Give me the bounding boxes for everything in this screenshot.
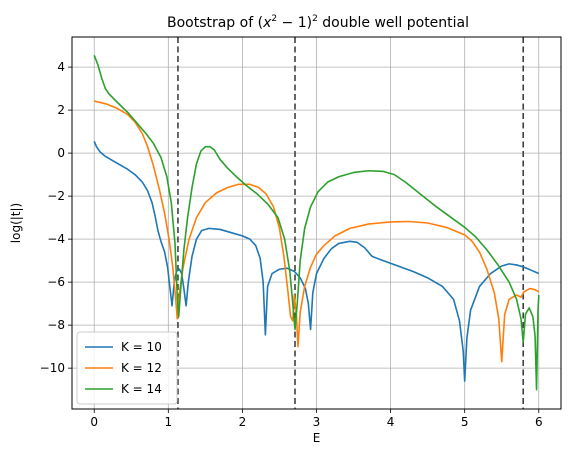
grid — [72, 37, 561, 409]
x-tick-label: 3 — [313, 415, 321, 429]
y-tick-label: 2 — [57, 103, 65, 117]
chart-title: Bootstrap of (x2 − 1)2 double well poten… — [167, 14, 469, 31]
x-tick-label: 1 — [164, 415, 172, 429]
axis-ticks: 0 1 2 3 4 5 6 4 2 0 −2 −4 −6 −8 −10 — [40, 60, 543, 429]
series-line-k-14 — [93, 54, 540, 391]
y-tick-label: 0 — [57, 146, 65, 160]
series-line-k-10 — [93, 140, 540, 382]
y-tick-label: −4 — [47, 232, 65, 246]
vertical-reference-lines — [177, 37, 525, 409]
series-lines — [93, 54, 540, 391]
y-tick-label: −8 — [47, 318, 65, 332]
x-axis-label: E — [313, 431, 321, 445]
y-tick-label: 4 — [57, 60, 65, 74]
x-tick-label: 5 — [461, 415, 469, 429]
y-tick-label: −2 — [47, 189, 65, 203]
legend-box — [76, 331, 178, 405]
legend: K = 10 K = 12 K = 14 — [76, 331, 178, 405]
legend-label: K = 14 — [121, 382, 162, 396]
y-tick-label: −10 — [40, 361, 65, 375]
y-axis-label: log(|t|) — [9, 203, 23, 243]
y-tick-label: −6 — [47, 275, 65, 289]
x-tick-label: 4 — [387, 415, 395, 429]
x-tick-label: 6 — [535, 415, 543, 429]
x-tick-label: 2 — [239, 415, 247, 429]
x-tick-label: 0 — [90, 415, 98, 429]
series-line-k-12 — [94, 100, 540, 363]
legend-label: K = 10 — [121, 340, 162, 354]
legend-label: K = 12 — [121, 361, 162, 375]
